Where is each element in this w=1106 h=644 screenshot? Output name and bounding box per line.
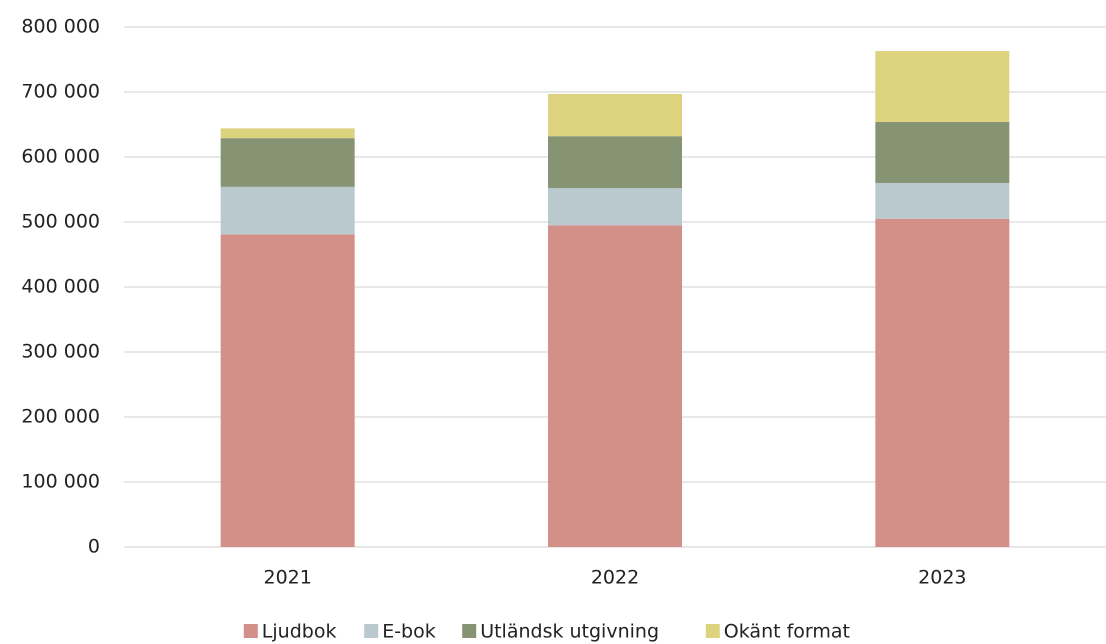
bar-segment: [220, 186, 355, 235]
y-tick-label: 200 000: [21, 406, 100, 428]
y-tick-label: 500 000: [21, 211, 100, 233]
legend-label: Utländsk utgivning: [480, 621, 659, 643]
y-tick-label: 0: [88, 536, 100, 558]
x-tick-label: 2022: [591, 567, 639, 589]
legend-swatch: [705, 624, 720, 638]
bar-segment: [220, 138, 355, 187]
y-tick-label: 700 000: [21, 81, 100, 103]
bar-segment: [548, 93, 682, 137]
bar-segment: [548, 225, 682, 547]
bar-segment: [548, 188, 682, 226]
y-tick-label: 400 000: [21, 276, 100, 298]
bar-segment: [875, 51, 1010, 122]
y-tick-label: 100 000: [21, 471, 100, 493]
y-tick-label: 300 000: [21, 341, 100, 363]
legend-swatch: [364, 624, 379, 638]
bar-segment: [220, 234, 355, 547]
legend-label: Ljudbok: [262, 621, 337, 643]
bar-segment: [875, 183, 1010, 219]
x-tick-label: 2021: [263, 567, 311, 589]
legend-swatch: [462, 624, 477, 638]
legend-label: Okänt format: [724, 621, 850, 643]
bar-segment: [548, 136, 682, 189]
legend-swatch: [243, 624, 258, 638]
x-tick-label: 2023: [918, 567, 966, 589]
y-tick-label: 600 000: [21, 146, 100, 168]
bar-segment: [220, 128, 355, 139]
y-tick-label: 800 000: [21, 16, 100, 38]
legend-label: E-bok: [382, 621, 436, 643]
bar-segment: [875, 218, 1010, 547]
bar-segment: [875, 121, 1010, 183]
